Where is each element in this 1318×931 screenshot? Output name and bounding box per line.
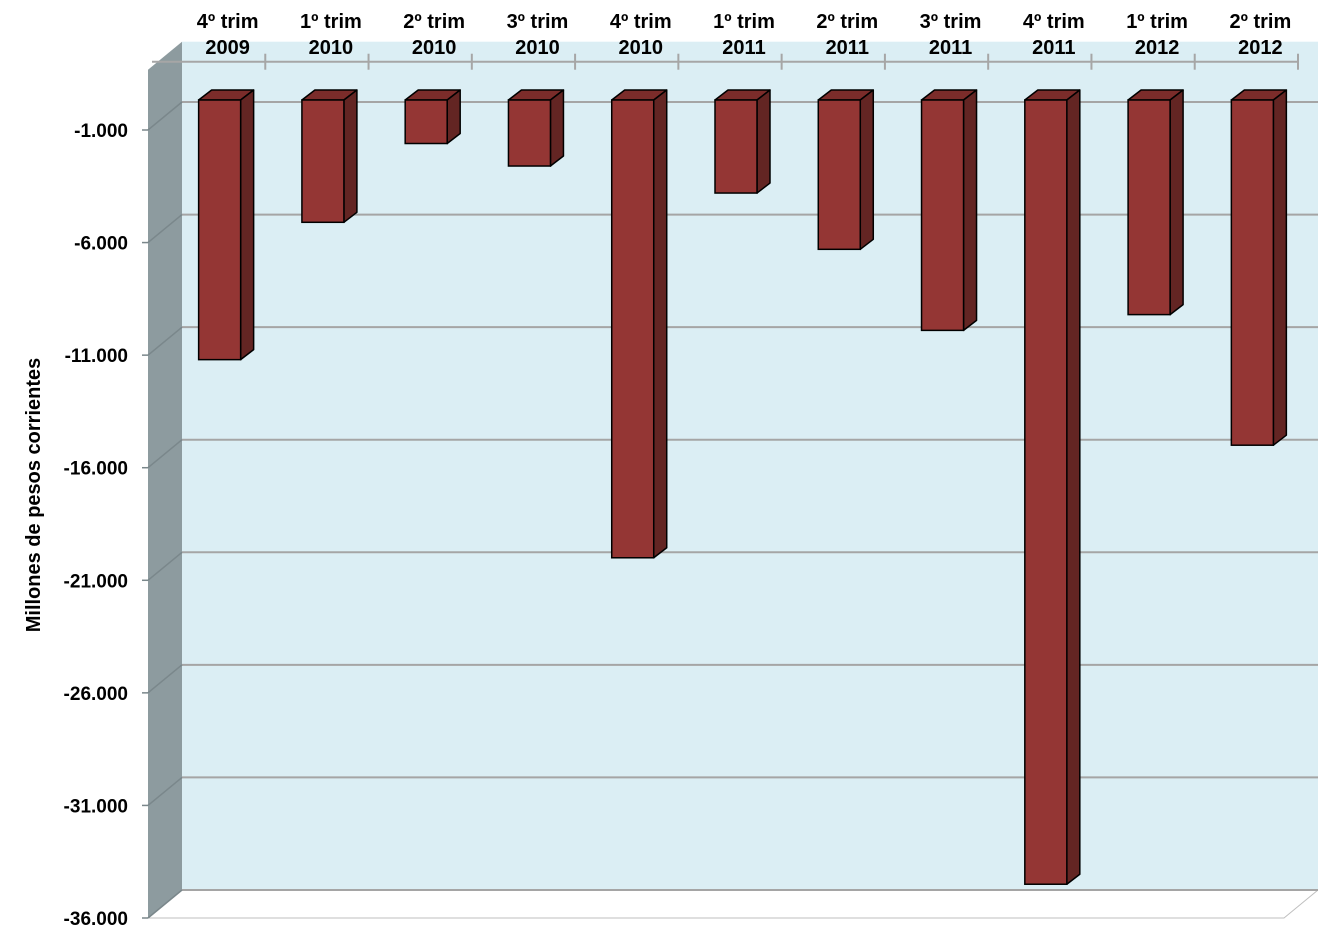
bar-series xyxy=(197,89,1288,885)
bar-side xyxy=(962,89,978,332)
gridline-side xyxy=(147,439,183,469)
bar-front xyxy=(610,99,655,559)
y-tick-label: -11.000 xyxy=(65,346,128,367)
bar-front xyxy=(507,99,552,167)
x-category-label-line: 2010 xyxy=(515,37,560,59)
bar xyxy=(1127,89,1184,316)
x-category-label: 1º trim 2011 xyxy=(713,11,775,59)
x-category-label-line: 2011 xyxy=(826,37,869,59)
bar-front xyxy=(1230,99,1275,446)
bar-front xyxy=(1024,99,1068,885)
gridline-side xyxy=(147,889,183,919)
x-category-label-line: 4º trim xyxy=(610,11,672,33)
bar-front xyxy=(920,99,965,332)
bar-side xyxy=(343,89,358,224)
side-wall xyxy=(148,41,182,918)
bar-side xyxy=(446,89,461,145)
y-tick-label: -26.000 xyxy=(64,684,128,705)
bar-side xyxy=(652,89,668,559)
bar xyxy=(197,89,255,361)
x-category-label-line: 1º trim xyxy=(1126,11,1188,33)
x-category-label-line: 2011 xyxy=(1032,37,1075,59)
x-category-label: 2º trim 2011 xyxy=(816,11,878,59)
bar-front xyxy=(197,99,242,361)
gridline-side xyxy=(147,326,183,356)
bar-front xyxy=(404,99,448,145)
bar-side xyxy=(549,89,565,167)
x-category-label: 2º trim 2012 xyxy=(1229,11,1291,59)
x-category-label-line: 2012 xyxy=(1135,37,1180,59)
x-category-label-line: 3º trim xyxy=(920,11,982,33)
bar xyxy=(1230,89,1288,446)
bar xyxy=(817,89,875,251)
bar-side xyxy=(756,89,771,194)
x-category-label-line: 4º trim xyxy=(197,11,259,33)
bar xyxy=(404,89,461,145)
bar-front xyxy=(1127,99,1171,316)
bar-side xyxy=(859,89,875,251)
y-axis-tick-labels: -1.000 -6.000 -11.000 -16.000 -21.000 -26.000… xyxy=(64,121,128,930)
x-category-label-line: 2010 xyxy=(412,37,457,59)
bar xyxy=(301,89,358,224)
x-category-label: 1º trim 2010 xyxy=(300,11,362,59)
bar xyxy=(920,89,978,332)
x-category-label-line: 2011 xyxy=(929,37,972,59)
x-category-label-line: 4º trim xyxy=(1023,11,1085,33)
bar-front xyxy=(301,99,345,224)
bar-side xyxy=(239,89,255,361)
gridline-side xyxy=(147,776,183,807)
bar xyxy=(1024,89,1081,885)
y-tick-label: -6.000 xyxy=(74,234,128,255)
y-tick-label: -16.000 xyxy=(64,459,128,480)
bar-side xyxy=(1066,89,1081,885)
y-axis-title: Millones de pesos corrientes xyxy=(23,358,45,633)
gridline-side xyxy=(147,551,183,581)
x-category-label-line: 3º trim xyxy=(507,11,569,33)
x-category-label-line: 2010 xyxy=(618,37,663,59)
floor xyxy=(146,889,1318,919)
x-category-label: 4º trim 2010 xyxy=(610,11,672,59)
bar xyxy=(714,89,771,194)
x-category-label-line: 2011 xyxy=(722,37,765,59)
x-category-label-line: 1º trim xyxy=(300,11,362,33)
bar-side xyxy=(1272,89,1288,446)
x-category-label-line: 2º trim xyxy=(816,11,878,33)
bar-side xyxy=(1169,89,1184,316)
x-category-label: 2º trim 2010 xyxy=(403,11,465,59)
x-category-label-line: 2010 xyxy=(309,37,354,59)
x-category-label: 1º trim 2012 xyxy=(1126,11,1188,59)
x-category-label: 4º trim 2009 xyxy=(197,11,259,59)
gridline-side xyxy=(147,213,183,244)
x-category-label-line: 2012 xyxy=(1238,37,1283,59)
gridline-side xyxy=(147,664,183,694)
x-category-label-line: 2º trim xyxy=(403,11,465,33)
bar xyxy=(610,89,668,559)
x-category-label: 3º trim 2010 xyxy=(507,11,569,59)
x-category-label-line: 1º trim xyxy=(713,11,775,33)
x-category-label-line: 2º trim xyxy=(1229,11,1291,33)
y-tick-label: -31.000 xyxy=(64,796,128,817)
bar-front xyxy=(714,99,758,194)
y-tick-label: -21.000 xyxy=(64,571,128,592)
bar xyxy=(507,89,565,167)
gridline-side xyxy=(147,101,183,131)
x-category-label-line: 2009 xyxy=(205,37,250,59)
x-category-label: 4º trim 2011 xyxy=(1023,11,1085,59)
x-category-label: 3º trim 2011 xyxy=(920,11,982,59)
bar-front xyxy=(817,99,862,251)
y-tick-label: -1.000 xyxy=(74,121,128,142)
y-tick-label: -36.000 xyxy=(64,909,128,930)
